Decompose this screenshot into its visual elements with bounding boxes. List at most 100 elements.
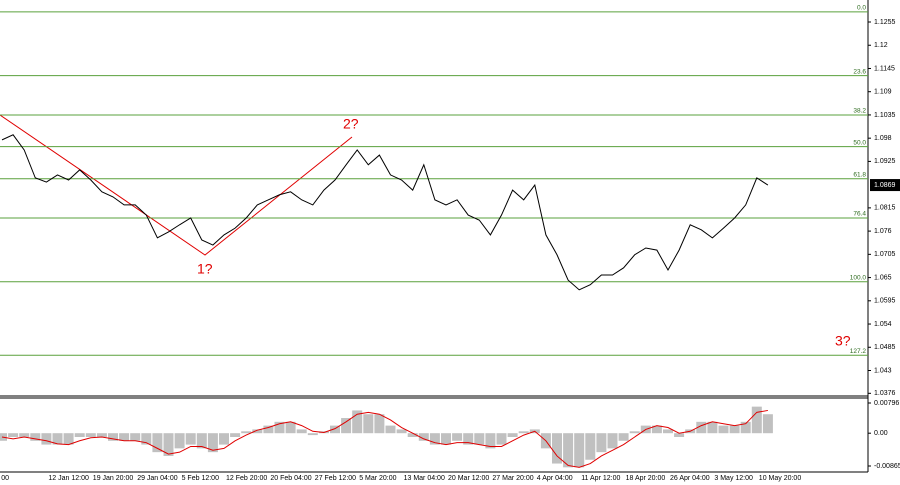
macd-bar (396, 429, 407, 434)
price-line (1, 134, 769, 291)
macd-bar (429, 433, 440, 445)
x-tick-label: 12 Feb 20:00 (226, 475, 267, 482)
macd-bar (8, 433, 19, 437)
macd-bar (574, 433, 585, 468)
macd-bar (219, 433, 229, 445)
macd-bar (185, 433, 196, 445)
x-tick-label: 13 Mar 04:00 (404, 475, 445, 482)
y-tick-label: 1.12 (874, 42, 888, 49)
macd-bar (762, 414, 773, 434)
current-price-box (870, 179, 900, 192)
macd-bar (163, 433, 174, 456)
y-tick-label: 1.0925 (874, 158, 896, 165)
macd-bar (507, 433, 518, 437)
x-tick-label: 00 (1, 475, 9, 482)
macd-bar (740, 421, 751, 434)
wave-label: 2? (343, 116, 359, 132)
macd-bar (707, 421, 718, 434)
macd-bar (441, 433, 451, 445)
x-tick-label: 20 Mar 12:00 (448, 475, 489, 482)
macd-bar (651, 425, 662, 434)
signal-line (1, 409, 768, 468)
x-tick-label: 18 Apr 20:00 (626, 475, 666, 482)
current-price-label: 1.0869 (874, 182, 896, 189)
x-tick-label: 4 Apr 04:00 (537, 475, 573, 482)
macd-bar (230, 433, 241, 437)
macd-bar (718, 425, 729, 434)
macd-bar (596, 433, 607, 453)
macd-bar (207, 433, 218, 453)
macd-bar (518, 431, 529, 434)
macd-bar (174, 433, 185, 449)
wave-label: 1? (197, 261, 213, 277)
fib-label: 76.4 (853, 211, 866, 218)
macd-bar (252, 429, 263, 434)
fib-label: 61.8 (853, 171, 866, 178)
y-tick-label: 1.0376 (874, 390, 896, 397)
y-tick-label: 1.0705 (874, 251, 896, 258)
x-tick-label: 26 Apr 04:00 (670, 475, 710, 482)
x-tick-label: 27 Feb 12:00 (315, 475, 356, 482)
y-tick-label: 1.0485 (874, 344, 896, 351)
macd-bar (418, 433, 429, 441)
y-tick-label: 0.00 (874, 430, 888, 437)
y-tick-label: 1.098 (874, 135, 892, 142)
macd-bar (474, 433, 485, 445)
macd-bar (751, 406, 762, 434)
fib-label: 50.0 (853, 139, 866, 146)
x-tick-label: 27 Mar 20:00 (492, 475, 533, 482)
macd-bar (696, 421, 707, 434)
x-tick-label: 10 May 20:00 (759, 475, 802, 482)
fib-label: 100.0 (850, 275, 867, 282)
macd-bar (30, 433, 41, 441)
fib-label: 0.0 (857, 5, 866, 12)
x-tick-label: 20 Feb 04:00 (270, 475, 311, 482)
fib-label: 23.6 (853, 68, 866, 75)
y-tick-label: -0.00865 (874, 463, 900, 470)
macd-bar (585, 433, 596, 460)
x-tick-label: 12 Jan 12:00 (48, 475, 89, 482)
macd-bar (108, 433, 118, 441)
macd-bar (274, 421, 285, 434)
y-tick-label: 1.043 (874, 367, 892, 374)
macd-bar (729, 425, 740, 434)
y-tick-label: 1.109 (874, 89, 892, 96)
macd-bar (74, 433, 85, 437)
macd-bar (119, 433, 130, 441)
macd-bar (330, 425, 340, 434)
y-tick-label: 1.0595 (874, 298, 896, 305)
macd-bar (196, 433, 207, 449)
y-tick-label: 1.054 (874, 321, 892, 328)
fib-label: 38.2 (853, 108, 866, 115)
y-tick-label: 1.1255 (874, 19, 896, 26)
y-tick-label: 1.065 (874, 274, 892, 281)
macd-bar (363, 414, 374, 434)
macd-bar (41, 433, 52, 445)
macd-bar (674, 433, 685, 437)
y-tick-label: 1.0815 (874, 205, 896, 212)
macd-bar (352, 410, 363, 434)
macd-bar (552, 433, 562, 464)
macd-bar (407, 433, 418, 437)
x-tick-label: 19 Jan 20:00 (93, 475, 134, 482)
macd-bar (296, 429, 307, 434)
macd-bar (263, 425, 274, 434)
y-tick-label: 1.1035 (874, 112, 896, 119)
x-tick-label: 11 Apr 12:00 (581, 475, 620, 482)
macd-bar (52, 433, 63, 445)
macd-bar (374, 414, 385, 434)
y-tick-label: 1.076 (874, 228, 892, 235)
x-tick-label: 5 Feb 12:00 (182, 475, 219, 482)
wave-label: 3? (835, 333, 851, 349)
macd-bar (629, 431, 640, 434)
macd-bar (385, 425, 396, 434)
macd-bar (452, 433, 463, 441)
macd-bar (152, 433, 163, 453)
y-tick-label: 0.00796 (874, 400, 899, 407)
macd-bar (63, 433, 74, 445)
y-tick-label: 1.1145 (874, 65, 895, 72)
macd-bar (96, 433, 107, 437)
x-tick-label: 29 Jan 04:00 (137, 475, 178, 482)
macd-bar (285, 421, 296, 434)
